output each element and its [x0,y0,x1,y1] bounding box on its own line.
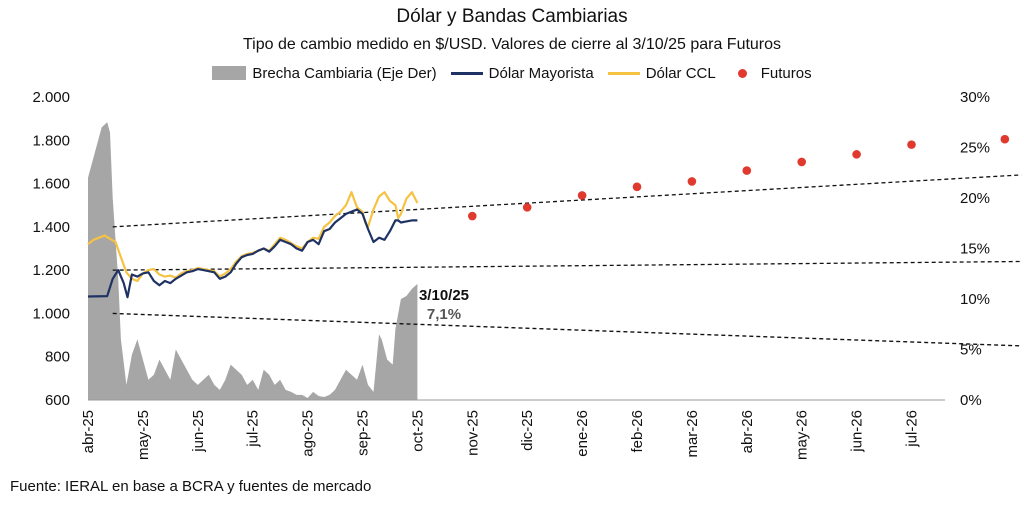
futuros-point-8 [907,140,916,149]
y-left-tick-label: 800 [45,349,70,366]
y-right-tick-label: 15% [960,241,990,258]
futuros-point-1 [522,203,532,212]
annotation-value: 7,1% [427,306,461,323]
futuros-point-0 [468,211,477,221]
futuros-point-3 [632,182,642,192]
y-left-tick-label: 2.000 [32,89,70,106]
series-band-upper-line [112,174,1022,228]
legend-swatch-futuros [737,68,747,78]
chart-subtitle: Tipo de cambio medido en $/USD. Valores … [242,36,782,53]
x-tick-label: jul-25 [245,410,262,448]
y-right-tick-label: 5% [960,342,982,359]
futuros-point-7 [852,150,861,159]
legend-swatch-gap [212,66,247,80]
x-tick-label: may-25 [135,410,152,460]
series-band-mid-line [112,260,1022,271]
x-tick-label: ene-26 [574,410,591,457]
y-left-tick-label: 600 [45,392,70,409]
x-tick-label: abr-25 [80,410,97,453]
x-tick-label: may-26 [794,410,811,460]
y-left-tick-label: 1.000 [32,305,70,322]
legend-label-mayorista: Dólar Mayorista [488,64,594,82]
y-left-tick-label: 1.200 [32,262,70,279]
footer-source: Fuente: IERAL en base a BCRA y fuentes d… [10,478,372,495]
legend-swatch-mayorista [450,71,483,75]
legend-label-ccl: Dólar CCL [645,64,716,82]
series-mayorista-line [87,208,418,299]
legend-label-futuros: Futuros [760,64,812,82]
y-right-tick-label: 20% [960,190,990,207]
x-tick-label: jun-25 [190,410,207,453]
x-tick-label: jul-26 [904,410,921,448]
legend-item-ccl: Dólar CCL [607,64,716,82]
series-gap-area [88,122,418,401]
x-tick-label: abr-26 [739,410,756,453]
legend-item-gap: Brecha Cambiaria (Eje Der) [212,64,437,82]
futuros-point-4 [687,177,697,186]
futuros-point-6 [797,157,806,167]
y-left-tick-label: 1.600 [32,176,70,193]
futuros-point-5 [742,166,752,175]
chart-legend: Brecha Cambiaria (Eje Der) Dólar Mayoris… [0,62,1024,84]
y-left-tick-label: 1.400 [32,219,70,236]
y-right-tick-label: 25% [960,140,990,157]
x-tick-label: mar-26 [684,410,701,458]
x-tick-label: sep-25 [355,410,372,456]
x-tick-label: nov-25 [464,410,481,456]
x-tick-label: dic-25 [519,410,536,451]
chart-title: Dólar y Bandas Cambiarias [396,6,628,27]
y-right-tick-label: 10% [960,291,990,308]
y-right-tick-label: 30% [960,89,990,106]
annotation-date: 3/10/25 [419,287,469,304]
legend-label-gap: Brecha Cambiaria (Eje Der) [252,64,437,82]
x-tick-label: feb-26 [629,410,646,453]
x-tick-label: ago-25 [300,410,317,457]
futuros-point-9 [1000,134,1010,144]
futuros-point-2 [577,191,587,200]
y-right-tick-label: 0% [960,392,982,409]
x-tick-label: jun-26 [849,410,866,453]
series-band-lower-line [112,312,1022,347]
y-left-tick-label: 1.800 [32,132,70,149]
legend-item-futuros: Futuros [730,65,812,82]
legend-item-mayorista: Dólar Mayorista [450,64,594,82]
legend-swatch-ccl [607,71,640,75]
x-tick-label: oct-25 [409,410,426,452]
